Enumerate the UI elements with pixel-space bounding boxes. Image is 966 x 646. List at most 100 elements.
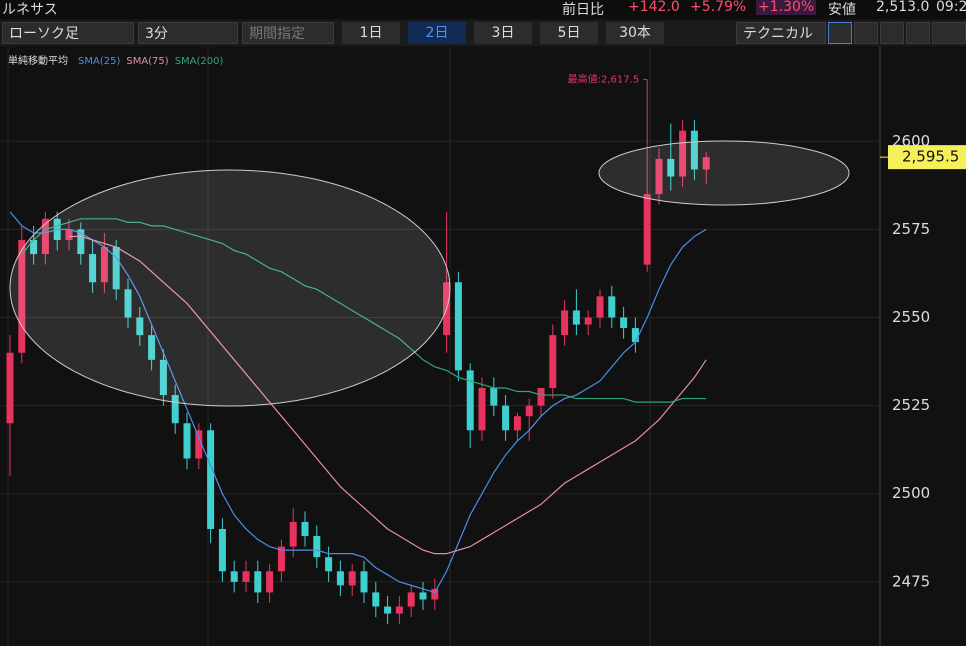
candle-body [395,606,403,614]
candle-body [513,416,521,431]
candle-body [218,528,226,572]
candle-body [112,247,120,290]
candle-body [431,588,439,600]
sma-line [69,235,707,555]
y-tick-label: 2550 [892,308,930,326]
candle-body [584,317,592,325]
candle-body [419,592,427,600]
time: 09:2 [936,0,966,15]
candle-body [478,388,486,431]
low-label: 安値 [828,2,856,18]
header: ルネサス 前日比 +142.0 +5.79% +1.30% 安値 2,513.0… [0,0,966,18]
candle-body [89,254,97,283]
candle-body [148,335,156,360]
legend-entry: SMA(200) [175,56,224,67]
candle-body [277,546,285,572]
candle-body [313,536,321,558]
candle-body [325,557,333,572]
y-tick-label: 2525 [892,396,930,414]
change-pct: +5.79% [690,0,747,15]
toolbar: ローソク足 3分 期間指定 1日 2日 3日 5日 30本 テクニカル [0,20,966,46]
technical[interactable]: テクニカル [736,22,826,44]
highlight-ellipse [9,169,451,407]
index-pct: +1.30% [756,0,817,15]
range-button[interactable]: 3日 [474,22,532,44]
period[interactable]: 期間指定 [242,22,334,44]
candle-body [631,328,639,343]
candle-body [159,359,167,396]
range-button[interactable]: 30本 [606,22,664,44]
candle-body [18,239,26,353]
candle-body [643,194,651,265]
candle-body [702,157,710,170]
candle-body [207,430,215,529]
settings-tool[interactable] [932,22,966,44]
change: +142.0 [628,0,680,15]
draw-tool[interactable] [828,22,852,44]
last-price-tag [888,145,966,170]
range-button[interactable]: 1日 [342,22,400,44]
legend-entry: SMA(75) [126,56,168,67]
candle-body [572,310,580,325]
candle-body [407,592,415,607]
candle-body [266,571,274,593]
candle-body [230,571,238,582]
candle-body [136,317,144,336]
chart-kind[interactable]: ローソク足 [2,22,134,44]
candle-body [195,430,203,459]
legend-entry: SMA(25) [78,56,120,67]
change-label: 前日比 [562,2,604,18]
candle-body [41,218,49,255]
candle-body [100,247,108,283]
sma-line [9,211,707,594]
candle-body [171,395,179,424]
candle-body [466,370,474,431]
candle-body [561,310,569,336]
candle-body [525,405,533,417]
candle-body [502,405,510,431]
candle-body [301,521,309,537]
candle-body [608,296,616,318]
candle-body [596,296,604,318]
candle-body [6,352,14,424]
candle-body [384,606,392,614]
range-button[interactable]: 2日 [408,22,466,44]
y-tick-label: 2475 [892,572,930,590]
candle-body [454,282,462,371]
candle-body [679,130,687,177]
candle-body [620,317,628,329]
last-price-label: 2,595.5 [902,148,959,166]
candle-body [655,158,663,195]
zoom-tool[interactable] [854,22,878,44]
range-button[interactable]: 5日 [540,22,598,44]
candle-body [336,571,344,586]
candle-body [65,229,73,240]
candle-body [30,239,38,255]
high-annotation: 最高値:2,617.5 [568,73,640,86]
candle-body [77,229,85,255]
candle-body [124,289,132,318]
v-grid [7,46,651,646]
candle-body [490,388,498,406]
candle-body [690,130,698,170]
candle-body [360,571,368,593]
highlight-ellipse [598,140,850,206]
interval[interactable]: 3分 [138,22,238,44]
legend-title: 単純移動平均 [8,54,68,67]
candle-body [183,423,191,459]
y-tick-label: 2500 [892,484,930,502]
candle-body [348,571,356,586]
candle-body [372,592,380,607]
candle-body [537,388,545,406]
candle-body [667,158,675,177]
y-tick-label: 2575 [892,220,930,238]
area-tool[interactable] [906,22,930,44]
sma-line [21,218,707,403]
candle-body [242,571,250,582]
low: 2,513.0 [876,0,930,15]
compare-tool[interactable] [880,22,904,44]
candle-body [254,571,262,593]
candle-body [549,335,557,388]
